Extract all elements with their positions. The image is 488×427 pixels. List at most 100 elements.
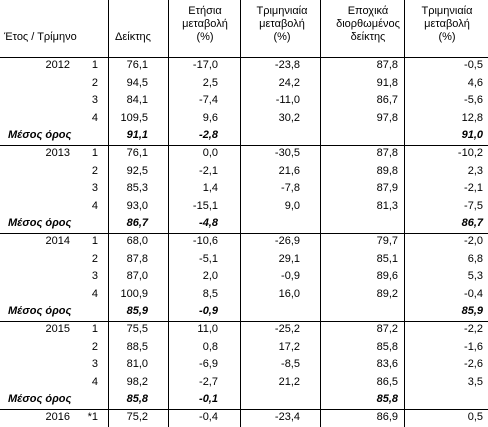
cell: 17,2: [278, 340, 300, 353]
quarter: 4: [91, 199, 98, 212]
cell: 8,5: [202, 287, 218, 300]
cell: -0,4: [199, 411, 218, 423]
cell: 9,0: [284, 199, 300, 212]
cell: -0,9: [281, 270, 300, 283]
cell: 12,8: [461, 111, 483, 124]
section-rule: [0, 320, 488, 322]
cell: 86,9: [376, 411, 398, 423]
cell: 97,8: [376, 111, 398, 124]
cell: 81,0: [126, 358, 148, 371]
cell: 109,5: [120, 111, 148, 124]
cell: -26,9: [274, 235, 300, 247]
cell: 75,5: [126, 323, 148, 335]
cell: -6,9: [199, 358, 218, 371]
cell: -10,2: [457, 147, 483, 159]
header-text: (%): [196, 31, 214, 43]
year: 2015: [45, 323, 70, 335]
cell: -11,0: [275, 94, 300, 107]
cell: 75,2: [126, 411, 148, 423]
cell: -0,5: [464, 59, 483, 71]
cell: -23,8: [274, 59, 300, 71]
cell: -5,1: [199, 252, 218, 265]
cell: 3,5: [467, 375, 483, 388]
cell: -2,8: [199, 129, 218, 142]
cell: -8,5: [281, 358, 300, 371]
cell: 16,0: [278, 287, 300, 300]
cell: 86,7: [461, 217, 483, 230]
cell: -15,1: [192, 199, 218, 212]
cell: 87,8: [126, 252, 148, 265]
cell: 76,1: [126, 147, 148, 159]
header-text: Τριμηνιαία: [256, 5, 308, 17]
quarter: 1: [91, 59, 98, 71]
column-rule: [168, 0, 169, 427]
cell: 86,7: [376, 94, 398, 107]
cell: 21,6: [278, 164, 300, 177]
quarter: 1: [91, 323, 98, 335]
cell: -7,4: [199, 94, 218, 107]
quarter: 3: [91, 94, 98, 107]
average-label: Μέσος όρος: [8, 129, 72, 142]
column-rule: [240, 0, 241, 427]
cell: -25,2: [274, 323, 300, 335]
average-label: Μέσος όρος: [8, 393, 72, 406]
cell: 4,6: [467, 76, 483, 89]
section-rule: [0, 408, 488, 410]
header-text: δείκτης: [350, 31, 386, 43]
column-rule: [404, 0, 405, 427]
cell: 89,2: [376, 287, 398, 300]
year: 2013: [45, 147, 70, 159]
cell: -0,1: [199, 393, 218, 406]
cell: 89,6: [376, 270, 398, 283]
cell: 30,2: [278, 111, 300, 124]
cell: 91,0: [461, 129, 483, 142]
year: 2014: [45, 235, 70, 247]
quarter: 2: [91, 252, 98, 265]
cell: 91,8: [376, 76, 398, 89]
cell: -2,1: [199, 164, 218, 177]
quarter: 3: [91, 182, 98, 195]
quarter: 4: [91, 375, 98, 388]
cell: 87,0: [126, 270, 148, 283]
cell: 85,1: [376, 252, 398, 265]
cell: -30,5: [274, 147, 300, 159]
cell: 87,8: [376, 147, 398, 159]
quarter: 1: [91, 147, 98, 159]
quarter: 2: [91, 76, 98, 89]
cell: 76,1: [126, 59, 148, 71]
header-rule: [0, 57, 488, 58]
cell: 86,5: [376, 375, 398, 388]
header-text: Τριμηνιαία: [421, 5, 473, 17]
column-rule: [320, 0, 321, 427]
cell: 1,4: [202, 182, 218, 195]
cell: -2,0: [464, 235, 483, 247]
header-text: διορθωμένος: [336, 18, 400, 30]
cell: 100,9: [120, 287, 148, 300]
cell: -17,0: [192, 59, 218, 71]
cell: 84,1: [126, 94, 148, 107]
column-rule: [108, 0, 109, 427]
cell: 87,9: [376, 182, 398, 195]
cell: -10,6: [192, 235, 218, 247]
cell: 2,0: [202, 270, 218, 283]
cell: 98,2: [126, 375, 148, 388]
cell: -2,7: [199, 375, 218, 388]
cell: 24,2: [278, 76, 300, 89]
cell: 79,7: [376, 235, 398, 247]
cell: 91,1: [126, 129, 148, 142]
cell: 21,2: [278, 375, 300, 388]
cell: -4,8: [199, 217, 218, 230]
section-rule: [0, 144, 488, 146]
cell: 87,2: [376, 323, 398, 335]
cell: 2,3: [467, 164, 483, 177]
cell: 11,0: [197, 323, 218, 335]
cell: 87,8: [376, 59, 398, 71]
quarter: *1: [87, 411, 98, 423]
cell: 85,8: [376, 393, 398, 406]
cell: 85,3: [126, 182, 148, 195]
quarter: 2: [91, 164, 98, 177]
cell: -2,6: [464, 358, 483, 371]
quarter: 4: [91, 287, 98, 300]
year: 2016: [45, 411, 70, 423]
